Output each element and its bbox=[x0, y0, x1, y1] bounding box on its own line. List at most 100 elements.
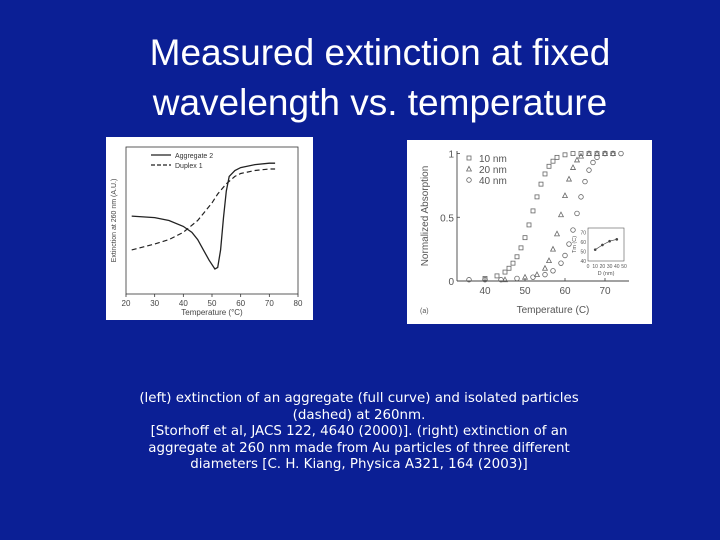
inset-x-tick-label-5: 50 bbox=[621, 264, 627, 270]
right-series-3-point-3 bbox=[514, 275, 520, 282]
right-series-2-point-0 bbox=[501, 276, 509, 283]
left-chart-figure: 20 30 40 50 60 70 80 Temperature (°C) Extinction… bbox=[106, 137, 313, 320]
right-legend-marker-3 bbox=[466, 177, 472, 183]
right-series-2-point-2 bbox=[533, 271, 541, 278]
inset-x-axis-label: D (nm) bbox=[598, 271, 615, 277]
inset-line bbox=[595, 238, 617, 250]
left-x-tick-label-1: 30 bbox=[150, 299, 159, 308]
right-legend-marker-2 bbox=[465, 165, 473, 172]
right-series-2-point-4 bbox=[545, 257, 553, 264]
caption-line-3: [Storhoff et al, JACS 122, 4640 (2000)].… bbox=[150, 424, 568, 439]
right-series-1-point-5 bbox=[514, 254, 520, 260]
right-series-2-point-3 bbox=[541, 264, 549, 271]
right-series-3-point-18 bbox=[610, 150, 616, 157]
inset-x-tick-label-4: 40 bbox=[614, 264, 620, 270]
inset-y-tick-label-0: 40 bbox=[580, 259, 586, 265]
caption-line-5: diameters [C. H. Kiang, Physica A321, 16… bbox=[190, 457, 528, 472]
right-series-3-point-19 bbox=[618, 150, 624, 157]
caption-line-1: (left) extinction of an aggregate (full … bbox=[139, 391, 579, 406]
right-series-3-point-10 bbox=[570, 227, 576, 233]
right-x-tick-label-3: 70 bbox=[599, 286, 611, 297]
left-x-tick-label-5: 70 bbox=[265, 299, 274, 308]
right-series-3-point-15 bbox=[590, 159, 596, 166]
right-series-1-point-3 bbox=[506, 265, 512, 271]
caption-line-4: aggregate at 260 nm made from Au particl… bbox=[148, 440, 570, 456]
left-y-axis-label: Extinction at 260 nm (A.U.) bbox=[111, 179, 118, 263]
right-legend-label-2: 20 nm bbox=[479, 165, 507, 176]
right-series-1-point-4 bbox=[510, 260, 516, 266]
inset-x-tick-label-1: 10 bbox=[592, 264, 598, 270]
right-series-3-point-5 bbox=[542, 271, 548, 278]
right-series-2-point-13 bbox=[585, 150, 593, 156]
right-series-2-point-12 bbox=[577, 152, 585, 159]
right-series-3-point-14 bbox=[586, 167, 592, 173]
left-legend-label-1: Aggregate 2 bbox=[175, 153, 213, 160]
right-series-3-point-7 bbox=[558, 260, 564, 266]
right-x-tick-label-2: 60 bbox=[559, 286, 571, 297]
right-series-1-point-17 bbox=[570, 151, 576, 156]
right-series-3-point-11 bbox=[574, 210, 580, 217]
inset-point-2 bbox=[608, 239, 611, 243]
right-series-1-point-13 bbox=[546, 163, 552, 169]
right-series-1-point-18 bbox=[578, 151, 584, 156]
right-series-2-point-7 bbox=[557, 211, 565, 218]
right-series-2-point-1 bbox=[521, 273, 529, 280]
right-series-3-point-1 bbox=[482, 277, 488, 283]
right-chart-figure: 40 50 60 70 0 0.5 1 Temperature (C) Normalized A… bbox=[407, 140, 652, 324]
right-y-tick-label-0: 0 bbox=[448, 277, 454, 288]
right-series-1-point-1 bbox=[494, 273, 500, 279]
inset-y-tick-label-3: 70 bbox=[580, 231, 586, 237]
right-series-2-point-10 bbox=[569, 164, 577, 170]
left-x-tick-label-2: 40 bbox=[179, 299, 188, 308]
left-legend-label-2: Duplex 1 bbox=[175, 163, 203, 170]
right-series-1-point-8 bbox=[526, 222, 532, 228]
left-series-line-2 bbox=[131, 168, 276, 251]
right-x-tick-label-0: 40 bbox=[479, 286, 491, 297]
right-series-2-point-6 bbox=[553, 230, 561, 237]
right-series-3-point-13 bbox=[582, 178, 588, 185]
right-series-1-point-11 bbox=[538, 181, 544, 187]
right-series-1-point-12 bbox=[542, 171, 548, 177]
inset-y-tick-label-2: 60 bbox=[580, 240, 586, 246]
right-series-1-point-10 bbox=[534, 194, 540, 200]
right-series-3-point-0 bbox=[466, 277, 472, 283]
right-y-tick-label-2: 1 bbox=[448, 150, 454, 161]
left-x-tick-label-4: 60 bbox=[236, 299, 245, 308]
right-series-2-point-5 bbox=[549, 245, 557, 252]
right-legend-label-3: 40 nm bbox=[479, 176, 507, 187]
inset-point-3 bbox=[615, 238, 619, 241]
left-x-axis-label: Temperature (°C) bbox=[181, 308, 243, 317]
right-series-3-point-12 bbox=[578, 194, 584, 200]
right-series-3-point-4 bbox=[530, 274, 536, 280]
left-series-line-1 bbox=[131, 162, 276, 270]
right-series-1-point-9 bbox=[530, 208, 536, 214]
right-series-2-point-8 bbox=[561, 192, 569, 199]
left-chart: 20 30 40 50 60 70 80 Temperature (°C) Extinction… bbox=[111, 146, 303, 317]
figure-caption: (left) extinction of an aggregate (full … bbox=[112, 391, 606, 474]
right-series-3-point-2 bbox=[498, 277, 504, 283]
right-series-3-point-9 bbox=[566, 241, 572, 247]
left-x-tick-label-0: 20 bbox=[122, 299, 131, 308]
title-line-1: Measured extinction at fixed bbox=[149, 32, 611, 73]
right-panel-label: (a) bbox=[420, 308, 429, 315]
title-line-2: wavelength vs. temperature bbox=[152, 82, 608, 123]
right-series-1-point-14 bbox=[550, 158, 556, 164]
inset-x-tick-label-3: 30 bbox=[607, 264, 613, 270]
right-series-1-point-16 bbox=[562, 152, 568, 158]
right-y-tick-label-1: 0.5 bbox=[440, 213, 454, 224]
right-legend-marker-1 bbox=[466, 155, 472, 161]
left-x-tick-label-6: 80 bbox=[294, 299, 303, 308]
right-legend-label-1: 10 nm bbox=[479, 154, 507, 165]
caption-line-2: (dashed) at 260nm. bbox=[292, 407, 426, 423]
inset-frame bbox=[587, 227, 625, 262]
inset-x-tick-label-2: 20 bbox=[600, 264, 606, 270]
inset-y-axis-label: Tm (C) bbox=[572, 236, 578, 253]
right-series-2-point-14 bbox=[593, 150, 601, 156]
right-series-1-point-15 bbox=[554, 154, 560, 160]
right-series-3-point-17 bbox=[602, 150, 608, 157]
right-y-axis-label: Normalized Absorption bbox=[420, 166, 431, 267]
slide-title: Measured extinction at fixed wavelength … bbox=[0, 28, 720, 128]
inset-point-1 bbox=[601, 243, 604, 247]
right-series-1-point-7 bbox=[522, 235, 528, 241]
